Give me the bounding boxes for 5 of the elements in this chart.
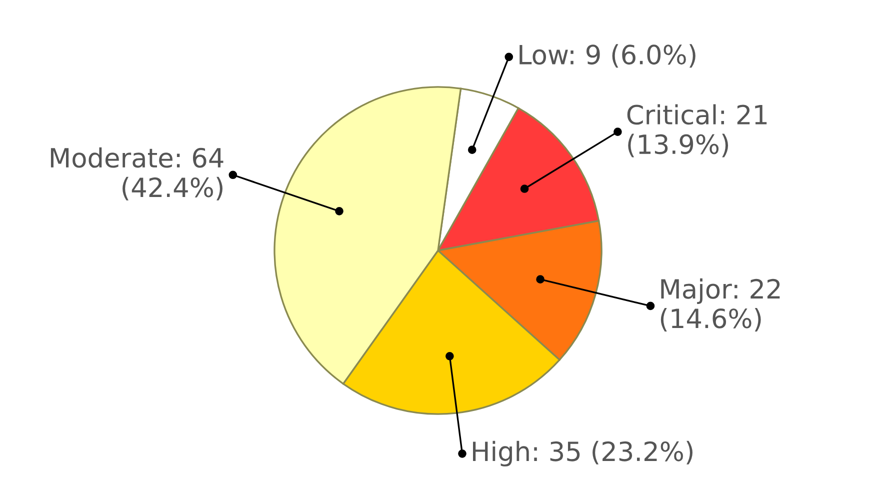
slice-label: High: 35 (23.2%) <box>473 440 692 466</box>
slice-label: Critical: 21 (13.9%) <box>627 104 767 158</box>
slice-label: Low: 9 (6.0%) <box>520 44 696 68</box>
slice-label: Major: 22 (14.6%) <box>660 278 780 332</box>
slice-label: Moderate: 64 (42.4%) <box>50 147 224 200</box>
